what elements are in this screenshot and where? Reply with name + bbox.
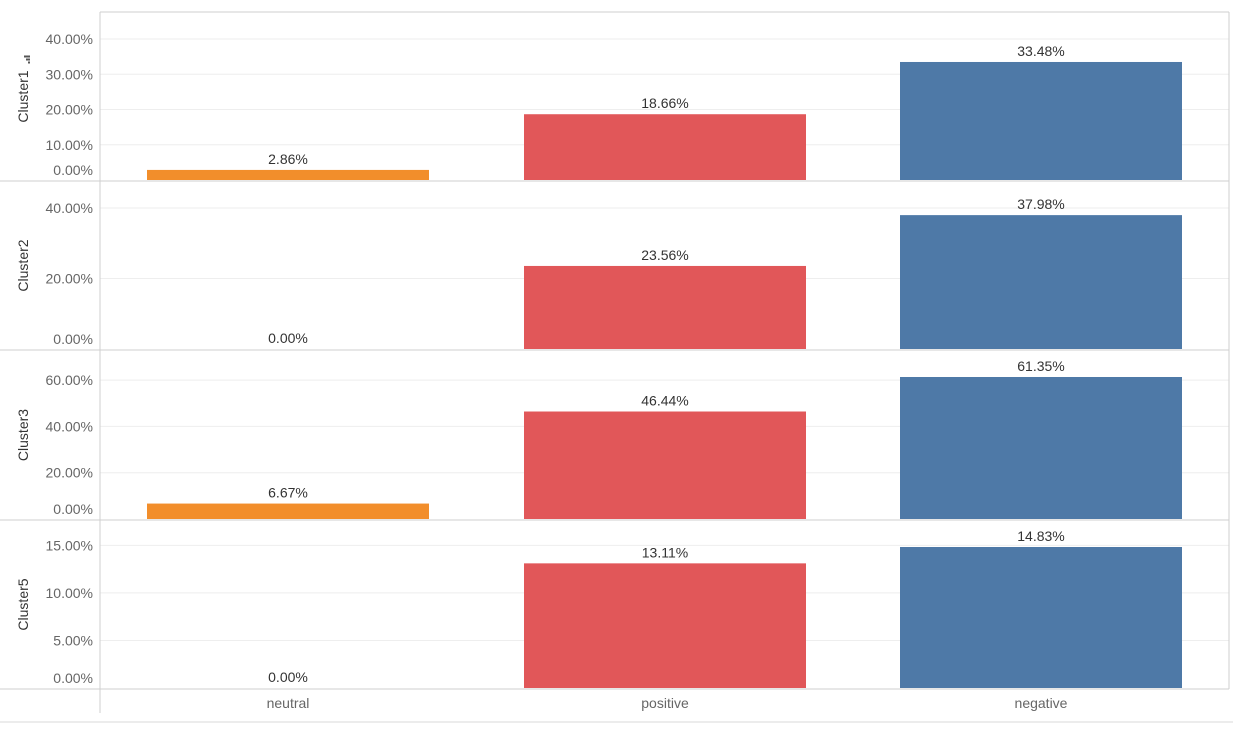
data-label: 61.35% [1017,358,1064,374]
data-label: 0.00% [268,330,308,346]
y-tick-label: 40.00% [46,418,93,434]
data-label: 2.86% [268,151,308,167]
sort-icon-bar [26,58,30,61]
bar-neutral[interactable] [147,503,429,519]
row-label: Cluster5 [15,578,31,630]
y-tick-label: 10.00% [46,137,93,153]
y-tick-label: 60.00% [46,372,93,388]
data-label: 23.56% [641,247,688,263]
data-label: 46.44% [641,393,688,409]
bar-positive[interactable] [524,563,806,688]
row-label: Cluster3 [15,409,31,461]
y-tick-label: 10.00% [46,585,93,601]
bar-negative[interactable] [900,377,1182,519]
y-tick-label: 20.00% [46,271,93,287]
y-tick-label: 30.00% [46,66,93,82]
bar-negative[interactable] [900,547,1182,688]
data-label: 14.83% [1017,528,1064,544]
data-label: 37.98% [1017,196,1064,212]
row-label: Cluster1 [15,70,31,122]
y-tick-label: 0.00% [53,162,93,178]
data-label: 33.48% [1017,43,1064,59]
y-tick-label: 40.00% [46,200,93,216]
x-category-label: neutral [267,695,310,711]
y-tick-label: 5.00% [53,632,93,648]
bar-negative[interactable] [900,215,1182,349]
sort-icon-bar [28,61,30,64]
bar-neutral[interactable] [147,169,429,180]
bar-positive[interactable] [524,114,806,180]
data-label: 0.00% [268,669,308,685]
x-category-label: positive [641,695,689,711]
sort-descending-icon[interactable] [24,55,30,64]
y-tick-label: 20.00% [46,465,93,481]
bar-positive[interactable] [524,411,806,519]
row-label: Cluster2 [15,239,31,291]
y-tick-label: 20.00% [46,102,93,118]
sort-icon-bar [24,55,30,58]
bar-positive[interactable] [524,265,806,349]
x-category-label: negative [1015,695,1068,711]
y-tick-label: 40.00% [46,31,93,47]
data-label: 13.11% [642,544,688,560]
data-label: 6.67% [268,485,308,501]
y-tick-label: 0.00% [53,501,93,517]
data-label: 18.66% [641,95,688,111]
y-tick-label: 15.00% [46,537,93,553]
y-tick-label: 0.00% [53,331,93,347]
bar-negative[interactable] [900,61,1182,180]
y-tick-label: 0.00% [53,670,93,686]
